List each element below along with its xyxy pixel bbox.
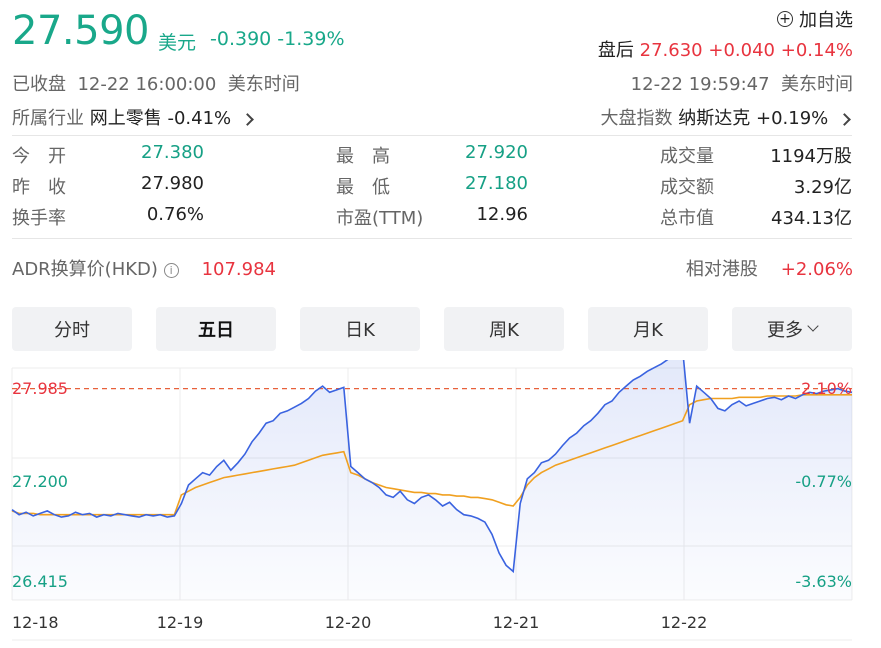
price-line: [11, 360, 853, 574]
volume-value: 1194万股: [770, 146, 852, 167]
y-tick-top: 27.985: [12, 379, 68, 398]
tab-more[interactable]: 更多: [732, 307, 852, 351]
status-datetime: 12-22 16:00:00: [77, 74, 217, 95]
low-value: 27.180: [465, 173, 528, 194]
price-change: -0.390 -1.39%: [210, 28, 345, 50]
y-pct-bottom: -3.63%: [795, 572, 852, 591]
after-change-pct: +0.14%: [780, 40, 853, 61]
y-tick-mid: 27.200: [12, 472, 68, 491]
price-area: [12, 360, 852, 600]
x-tick-label: 12-18: [12, 613, 59, 632]
add-watchlist-button[interactable]: + 加自选: [777, 6, 853, 32]
info-icon[interactable]: i: [163, 262, 179, 278]
amount-value: 3.29亿: [793, 177, 852, 198]
x-tick-label: 12-19: [157, 613, 204, 632]
tab-weekly-k[interactable]: 周K: [444, 307, 564, 351]
industry-link[interactable]: 所属行业 网上零售 -0.41%: [12, 104, 254, 130]
tab-more-label: 更多: [767, 320, 803, 341]
status-timezone: 美东时间: [227, 74, 300, 95]
open-label: 今 开: [12, 146, 66, 167]
industry-change: -0.41%: [167, 108, 232, 129]
five-day-chart[interactable]: 27.985 27.200 26.415 2.10% -0.77% -3.63%…: [0, 360, 881, 648]
divider: [12, 238, 852, 239]
after-datetime: 12-22 19:59:47: [630, 74, 770, 95]
volume-label: 成交量: [660, 146, 714, 167]
index-link[interactable]: 大盘指数 纳斯达克 +0.19%: [600, 104, 851, 130]
adr-label: ADR换算价(HKD): [12, 259, 158, 280]
after-hours: 盘后 27.630 +0.040 +0.14%: [598, 36, 853, 62]
currency: 美元: [158, 32, 197, 54]
high-value: 27.920: [465, 142, 528, 163]
mktcap-label: 总市值: [660, 208, 714, 229]
amount-label: 成交额: [660, 177, 714, 198]
adr-value: 107.984: [201, 259, 276, 280]
y-pct-top: 2.10%: [801, 379, 852, 398]
adr-row: ADR换算价(HKD) i 107.984: [12, 255, 276, 281]
x-tick-label: 12-22: [661, 613, 708, 632]
turnover-label: 换手率: [12, 208, 66, 229]
index-label: 大盘指数: [600, 108, 673, 129]
mktcap-value: 434.13亿: [771, 208, 852, 229]
x-tick-label: 12-20: [325, 613, 372, 632]
prev-close-label: 昨 收: [12, 177, 66, 198]
after-change: +0.040: [708, 40, 775, 61]
industry-name: 网上零售: [89, 108, 162, 129]
high-label: 最 高: [336, 146, 390, 167]
change-pct: -1.39%: [277, 28, 345, 50]
open-value: 27.380: [141, 142, 204, 163]
after-status: 12-22 19:59:47 美东时间: [631, 70, 853, 96]
tab-five-day[interactable]: 五日: [156, 307, 276, 351]
add-watchlist-label: 加自选: [799, 10, 853, 31]
prev-close-value: 27.980: [141, 173, 204, 194]
y-pct-mid: -0.77%: [795, 472, 852, 491]
pe-label: 市盈(TTM): [336, 208, 424, 229]
average-line: [11, 394, 852, 516]
change-value: -0.390: [210, 28, 272, 50]
hk-value: +2.06%: [780, 259, 853, 280]
y-tick-bottom: 26.415: [12, 572, 68, 591]
tab-daily-k[interactable]: 日K: [300, 307, 420, 351]
turnover-value: 0.76%: [146, 204, 204, 225]
index-name: 纳斯达克: [678, 108, 751, 129]
pe-value: 12.96: [476, 204, 528, 225]
last-price: 27.590: [12, 8, 149, 54]
chevron-down-icon: [807, 320, 819, 332]
tab-monthly-k[interactable]: 月K: [588, 307, 708, 351]
tab-intraday[interactable]: 分时: [12, 307, 132, 351]
after-price: 27.630: [639, 40, 703, 61]
status-text: 已收盘: [12, 74, 66, 95]
low-label: 最 低: [336, 177, 390, 198]
index-change: +0.19%: [756, 108, 829, 129]
x-axis-labels: 12-18 12-19 12-20 12-21 12-22: [12, 613, 707, 632]
market-status: 已收盘 12-22 16:00:00 美东时间: [12, 70, 300, 96]
after-timezone: 美东时间: [781, 74, 853, 95]
plus-circle-icon: +: [777, 11, 793, 27]
after-label: 盘后: [597, 40, 634, 61]
chevron-right-icon: [241, 112, 254, 126]
chevron-right-icon: [838, 112, 851, 126]
x-tick-label: 12-21: [493, 613, 540, 632]
hk-label: 相对港股: [685, 259, 758, 280]
divider: [12, 135, 852, 136]
industry-label: 所属行业: [12, 108, 84, 129]
hk-relative: 相对港股 +2.06%: [686, 255, 853, 281]
